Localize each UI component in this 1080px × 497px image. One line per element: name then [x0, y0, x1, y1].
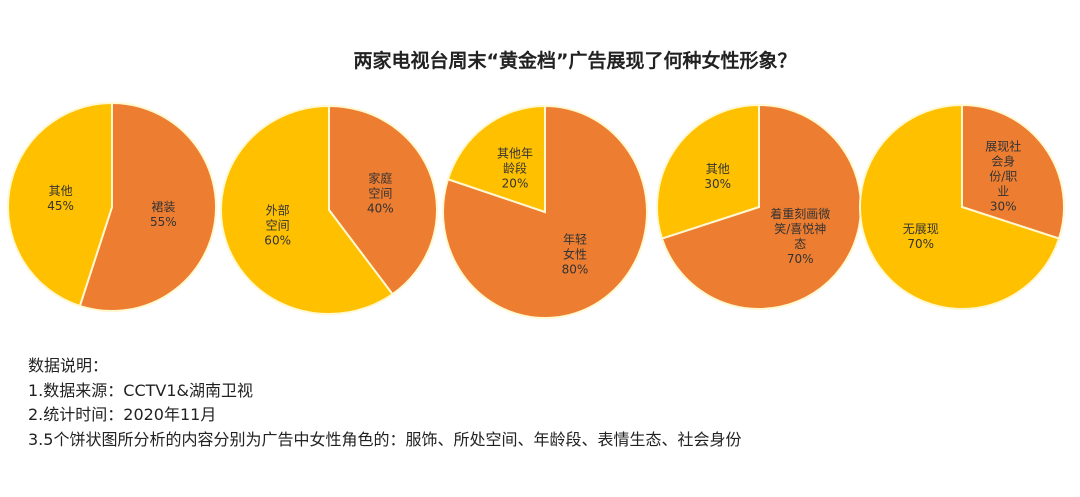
- pie-slice: [7, 101, 113, 308]
- pie-slice: [220, 104, 394, 315]
- note-content: 3.5个饼状图所分析的内容分别为广告中女性角色的：服饰、所处空间、年龄段、表情生…: [28, 429, 742, 449]
- slice-label-text: 裙装: [151, 200, 176, 215]
- slice-value-text: 70%: [786, 251, 814, 266]
- pie-slice: [328, 104, 438, 296]
- slice-label: 家庭空间 40%: [367, 171, 394, 216]
- pie-slice: [78, 101, 217, 312]
- slice-label: 其他 30%: [704, 162, 731, 192]
- slice-value-text: 60%: [264, 233, 291, 248]
- slice-value-text: 70%: [907, 236, 935, 251]
- pies: [7, 101, 1065, 319]
- note-time: 2.统计时间：2020年11月: [28, 405, 217, 424]
- slice-value-text: 20%: [501, 176, 529, 191]
- pie-2: [220, 104, 438, 315]
- slice-label-text: 无展现: [902, 221, 939, 236]
- slice-value-text: 40%: [367, 201, 394, 216]
- slice-label-text: 其他: [705, 162, 730, 177]
- slice-label-text: 家庭空间: [368, 171, 393, 201]
- chart-title: 两家电视台周末“黄金档”广告展现了何种女性形象？: [353, 50, 797, 72]
- slice-label: 展现社会身份/职业 30%: [984, 140, 1022, 215]
- slice-value-text: 30%: [704, 177, 732, 192]
- slice-label-text: 外部空间: [265, 203, 290, 233]
- pie-3: [442, 104, 648, 319]
- slice-label-text: 年轻女性: [562, 232, 587, 262]
- slice-label: 无展现 70%: [903, 222, 939, 252]
- slice-labels: 裙装 55% 其他 45% 家庭空间 40% 外部空间 60% 年轻女性 80% 其他年龄段 20% 着…: [47, 140, 1022, 277]
- pie-slice: [859, 103, 1061, 310]
- slice-value-text: 80%: [561, 262, 589, 277]
- slice-label: 其他 45%: [47, 184, 74, 214]
- pie-4: [656, 103, 862, 310]
- pie-slice: [442, 104, 648, 319]
- slice-label: 着重刻画微笑/喜悦神态 70%: [769, 207, 831, 267]
- slice-label: 外部空间 60%: [264, 204, 291, 249]
- note-heading: 数据说明：: [28, 356, 109, 375]
- slice-label-text: 其他: [48, 183, 73, 198]
- slice-label: 其他年龄段 20%: [496, 147, 534, 192]
- pie-1: [7, 101, 217, 312]
- slice-label-text: 着重刻画微笑/喜悦神态: [770, 206, 831, 251]
- pie-slice: [656, 103, 760, 240]
- slice-label-text: 展现社会身份/职业: [985, 139, 1022, 199]
- note-source: 1.数据来源：CCTV1&湖南卫视: [28, 380, 253, 400]
- slice-label-text: 其他年龄段: [497, 146, 534, 176]
- pie-slice: [446, 104, 546, 214]
- pie-slice: [961, 103, 1065, 240]
- slice-label: 裙装 55%: [150, 200, 177, 230]
- slice-value-text: 45%: [47, 198, 74, 213]
- slice-label: 年轻女性 80%: [562, 232, 589, 277]
- notes: 数据说明： 1.数据来源：CCTV1&湖南卫视 2.统计时间：2020年11月 …: [28, 354, 741, 452]
- slice-value-text: 30%: [989, 199, 1017, 214]
- slice-value-text: 55%: [150, 215, 177, 230]
- pie-5: [859, 103, 1065, 310]
- pie-slice: [660, 103, 862, 310]
